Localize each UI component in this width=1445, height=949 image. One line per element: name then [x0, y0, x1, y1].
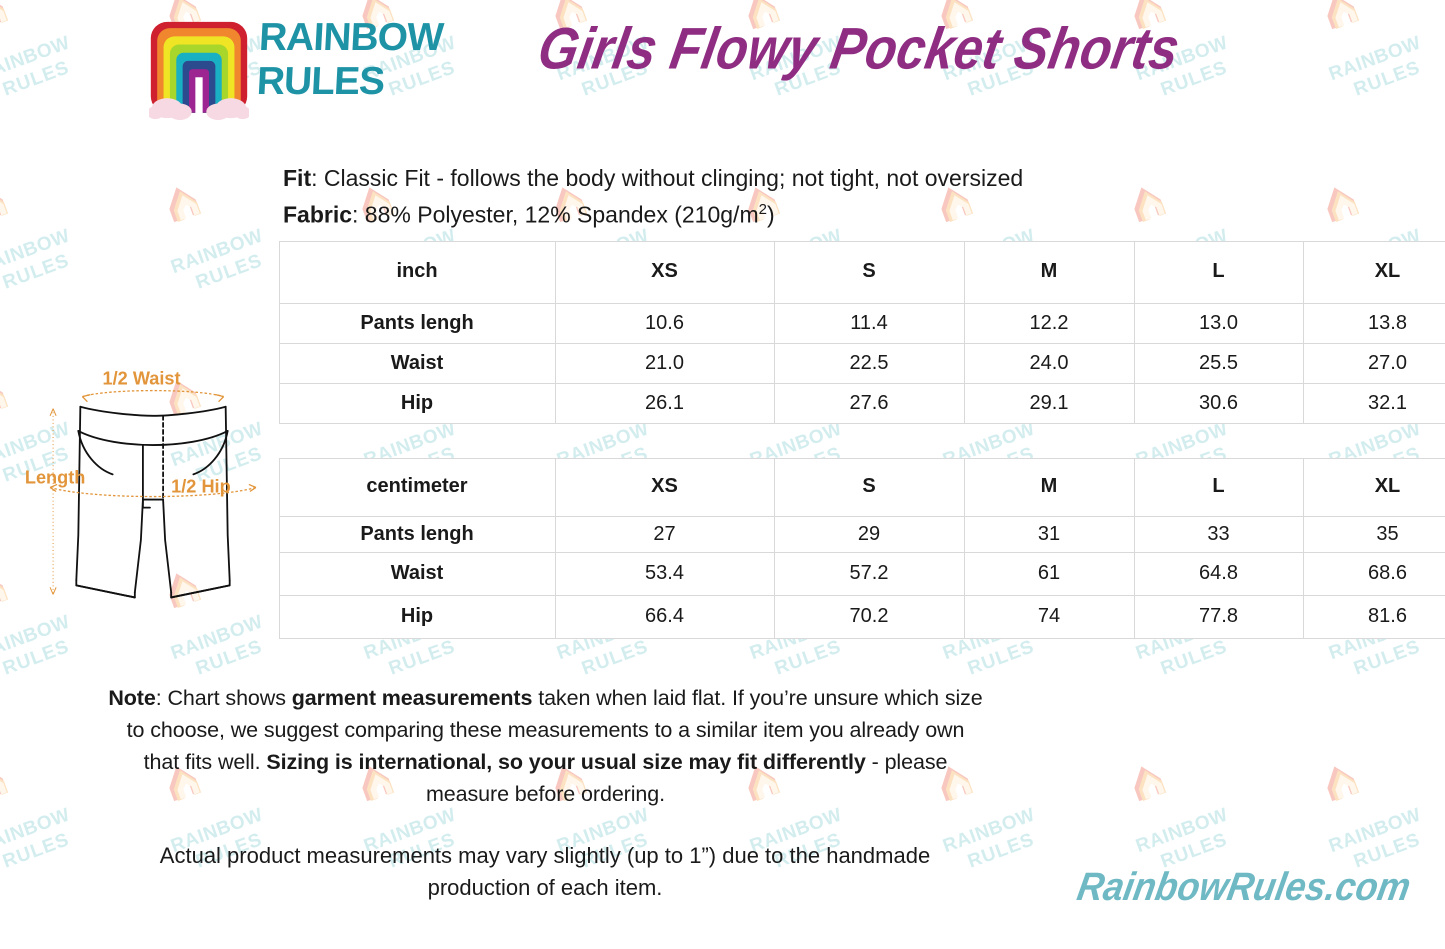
svg-text:1/2 Hip: 1/2 Hip	[171, 477, 231, 497]
svg-text:1/2 Waist: 1/2 Waist	[103, 369, 181, 389]
svg-text:Length: Length	[25, 467, 86, 487]
